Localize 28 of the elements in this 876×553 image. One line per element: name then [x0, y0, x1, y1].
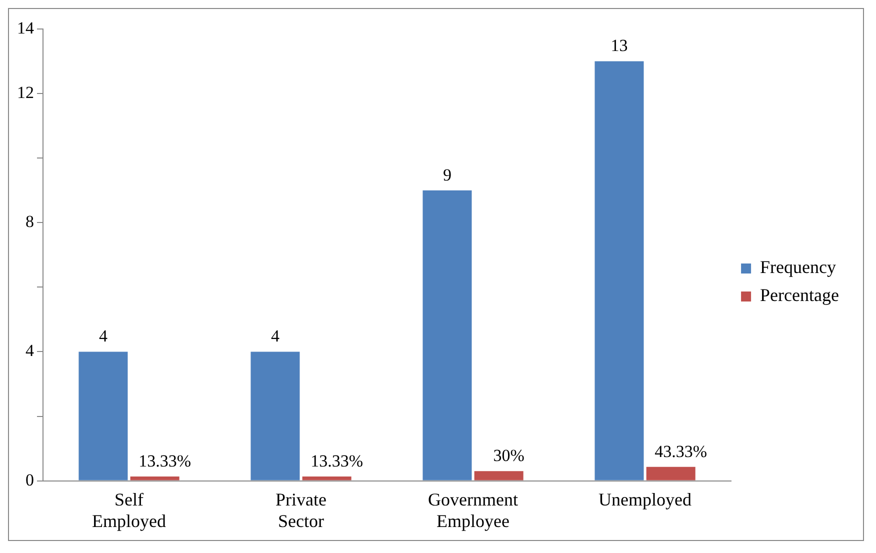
bar — [250, 352, 300, 480]
data-label: 4 — [270, 326, 280, 346]
data-label: 30% — [493, 446, 524, 466]
x-tick-label: Self Employed — [92, 489, 166, 531]
x-tick-label: Unemployed — [598, 489, 692, 510]
chart-frame: Frequency Percentage Self Employed Private Sector Government Employee Unemployed 0 4 8 12 14 4 4 9 13 13.33% 13.33% 30% 43.33% — [8, 8, 864, 541]
data-label: 13 — [610, 36, 628, 56]
data-label: 4 — [98, 326, 108, 346]
y-tick-label: 14 — [17, 18, 34, 38]
data-label: 43.33% — [654, 442, 708, 461]
bar — [646, 466, 696, 480]
bar — [594, 61, 644, 480]
bar — [130, 476, 180, 480]
bar — [474, 471, 524, 480]
data-label: 13.33% — [310, 451, 364, 470]
x-tick-label: Government Employee — [428, 489, 518, 531]
y-tick-label: 4 — [26, 341, 34, 360]
y-tick-label: 12 — [17, 83, 34, 102]
data-label: 9 — [442, 165, 452, 184]
y-tick-label: 0 — [26, 470, 34, 490]
bar — [78, 352, 128, 480]
data-label: 13.33% — [138, 451, 192, 470]
bar — [422, 190, 472, 480]
x-tick-label: Private Sector — [276, 489, 327, 531]
legend-label: Frequency — [760, 257, 836, 278]
bar — [302, 476, 352, 480]
legend-label: Percentage — [760, 285, 840, 306]
y-tick-label: 8 — [26, 212, 34, 232]
